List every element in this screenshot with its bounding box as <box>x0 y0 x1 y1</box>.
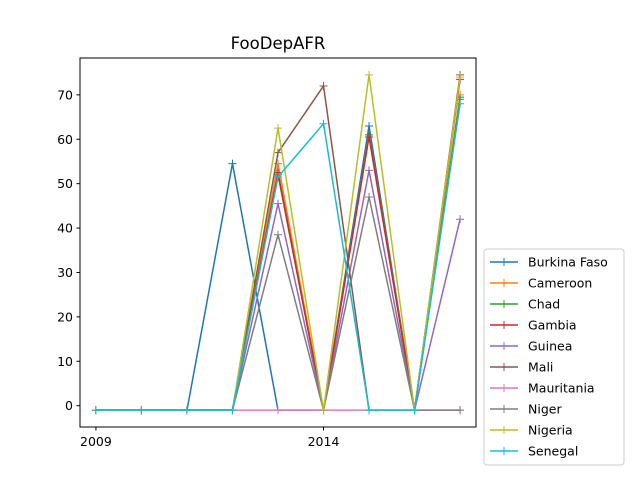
legend: Burkina Faso Cameroon Chad Gambia Guinea Mali… <box>483 248 625 466</box>
legend-item: Guinea <box>490 339 572 354</box>
legend-label: Niger <box>528 402 562 417</box>
chart-title: FooDepAFR <box>231 34 326 53</box>
data-point-marker <box>228 159 237 168</box>
data-point-marker <box>274 148 282 157</box>
legend-marker <box>500 384 508 392</box>
legend-item: Mali <box>490 360 553 375</box>
x-tick-label: 2014 <box>308 434 340 449</box>
legend-label: Nigeria <box>528 423 573 438</box>
data-point-marker <box>410 406 419 415</box>
y-tick-label: 0 <box>65 398 73 413</box>
legend-label: Senegal <box>528 444 578 459</box>
data-point-marker <box>365 192 374 201</box>
legend-label: Chad <box>528 297 560 312</box>
legend-marker <box>500 363 508 371</box>
legend-item: Chad <box>490 297 560 312</box>
y-axis: 0 10 20 30 40 50 60 70 <box>57 87 80 413</box>
data-point-marker <box>319 81 328 90</box>
data-point-marker <box>274 230 282 239</box>
legend-label: Mali <box>528 360 553 375</box>
series-layer <box>91 70 465 415</box>
legend-item: Mauritania <box>490 381 595 396</box>
legend-marker <box>500 321 508 329</box>
y-tick-label: 30 <box>57 265 73 280</box>
legend-item: Senegal <box>490 444 578 459</box>
legend-label: Cameroon <box>528 276 592 291</box>
legend-marker <box>500 447 508 455</box>
data-point-marker <box>274 406 282 415</box>
y-tick-label: 40 <box>57 221 73 236</box>
legend-marker <box>500 279 508 287</box>
data-point-marker <box>228 406 237 415</box>
legend-item: Gambia <box>490 318 577 333</box>
data-point-marker <box>456 99 465 108</box>
y-tick-label: 70 <box>57 87 73 102</box>
data-point-marker <box>137 406 146 415</box>
data-point-marker <box>456 73 465 82</box>
x-tick-label: 2009 <box>80 434 112 449</box>
y-tick-label: 50 <box>57 176 73 191</box>
x-axis: 2009 2014 <box>80 427 339 449</box>
data-point-marker <box>456 406 465 415</box>
legend-marker <box>500 426 508 434</box>
data-point-marker <box>365 166 374 175</box>
legend-item: Niger <box>490 402 562 417</box>
data-point-marker <box>319 406 328 415</box>
data-point-marker <box>274 124 282 133</box>
legend-marker <box>500 342 508 350</box>
legend-item: Burkina Faso <box>490 255 608 270</box>
data-point-marker <box>182 406 191 415</box>
y-tick-label: 60 <box>57 132 73 147</box>
legend-box <box>483 248 625 466</box>
data-point-marker <box>274 199 282 208</box>
legend-item: Cameroon <box>490 276 592 291</box>
data-point-marker <box>91 406 100 415</box>
y-tick-label: 20 <box>57 309 73 324</box>
data-point-marker <box>319 119 328 128</box>
data-point-marker <box>274 173 282 182</box>
data-point-marker <box>365 406 374 415</box>
legend-item: Nigeria <box>490 423 573 438</box>
legend-label: Gambia <box>528 318 577 333</box>
legend-marker <box>500 300 508 308</box>
y-tick-label: 10 <box>57 354 73 369</box>
plot-frame <box>79 57 477 428</box>
legend-label: Burkina Faso <box>528 255 608 270</box>
legend-label: Mauritania <box>528 381 595 396</box>
legend-label: Guinea <box>528 339 572 354</box>
data-point-marker <box>365 70 374 79</box>
legend-marker <box>500 258 508 266</box>
legend-marker <box>500 405 508 413</box>
data-point-marker <box>365 133 374 142</box>
data-point-marker <box>456 215 465 224</box>
data-point-marker <box>365 121 374 130</box>
series-senegal <box>91 99 465 415</box>
